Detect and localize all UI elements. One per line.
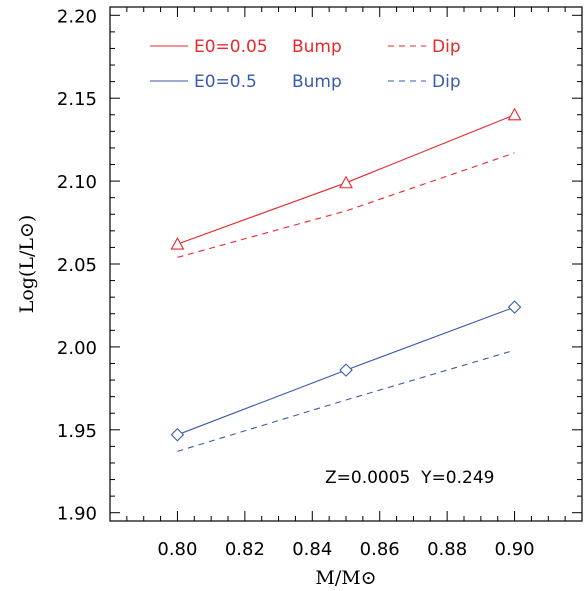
- y-axis-title: Log(L/L⊙): [16, 215, 38, 314]
- series-E0=0.5-dip: [177, 349, 515, 452]
- plot-frame: [109, 6, 583, 522]
- axis-tick-labels: 0.80 0.82 0.84 0.86 0.88 0.90 1.90 1.95 2.00 2.05…: [57, 6, 535, 560]
- x-tick-label: 0.86: [360, 539, 400, 560]
- diamond-marker: [170, 428, 185, 442]
- legend-series-label: Dip: [432, 37, 461, 57]
- axis-ticks: [110, 7, 582, 521]
- x-axis-title: M/M⊙: [315, 567, 376, 589]
- legend-series-label: Bump: [292, 37, 342, 57]
- y-tick-label: 2.00: [57, 338, 97, 359]
- x-tick-label: 0.90: [495, 539, 535, 560]
- diamond-marker: [339, 363, 353, 377]
- series-E0=0.05-bump: [170, 107, 522, 250]
- series-line: [177, 349, 515, 452]
- triangle-marker: [339, 175, 353, 189]
- y-tick-label: 2.10: [57, 172, 97, 193]
- y-tick-label: 1.95: [57, 421, 97, 442]
- legend-series-label: Bump: [292, 72, 342, 92]
- parameter-annotation: Z=0.0005 Y=0.249: [325, 468, 494, 488]
- legend-group-label: E0=0.5: [194, 72, 257, 92]
- legend-group-label: E0=0.05: [194, 37, 268, 57]
- series-E0=0.5-bump: [170, 300, 522, 442]
- series-layer: [170, 107, 522, 452]
- series-E0=0.05-dip: [177, 152, 515, 258]
- x-tick-label: 0.88: [427, 539, 467, 560]
- y-tick-label: 2.20: [57, 6, 97, 27]
- x-tick-label: 0.80: [157, 539, 197, 560]
- y-tick-label: 2.15: [57, 89, 97, 110]
- y-tick-label: 1.90: [57, 504, 97, 525]
- legend-series-label: Dip: [432, 72, 461, 92]
- diamond-marker: [507, 300, 522, 314]
- x-tick-label: 0.84: [292, 539, 332, 560]
- x-tick-label: 0.82: [225, 539, 265, 560]
- triangle-marker: [170, 236, 185, 250]
- y-tick-label: 2.05: [57, 255, 97, 276]
- series-line: [177, 152, 515, 258]
- triangle-marker: [507, 107, 522, 121]
- legend: E0=0.05 Bump Dip E0=0.5 Bump Dip: [150, 37, 461, 92]
